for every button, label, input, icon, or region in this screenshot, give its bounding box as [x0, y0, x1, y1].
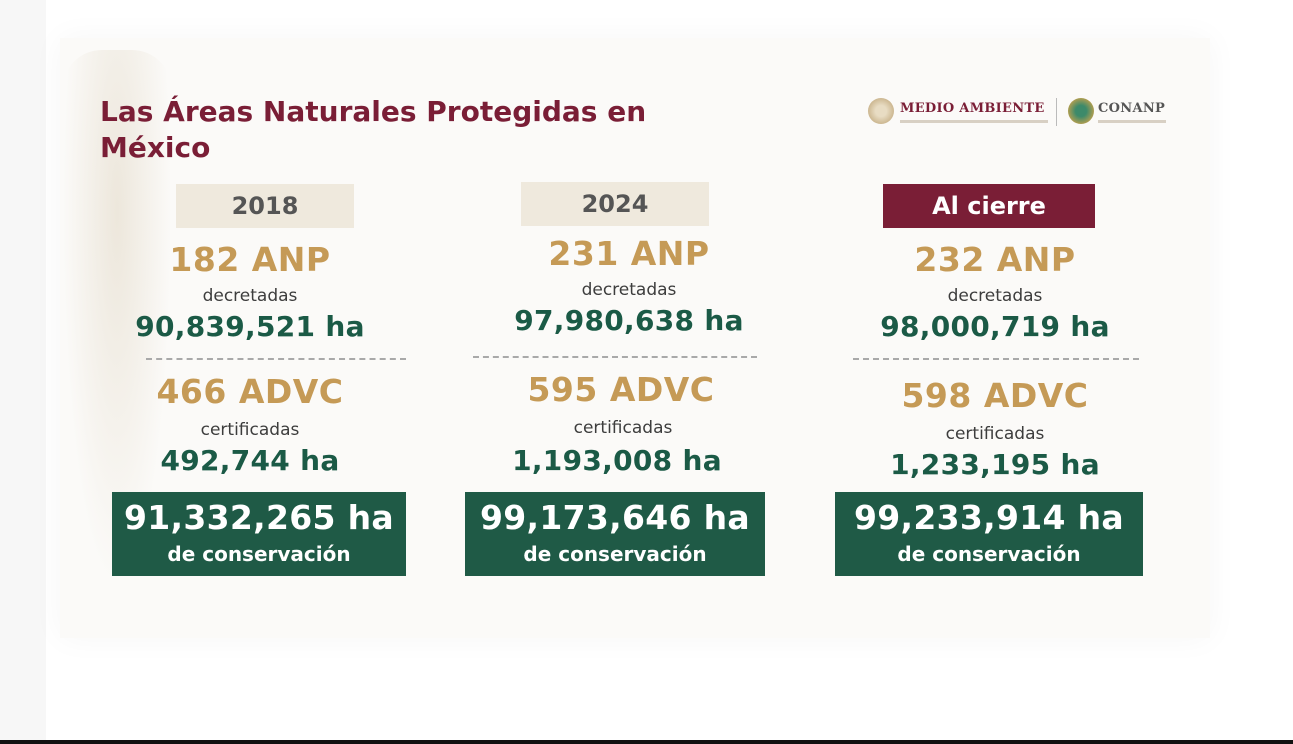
total-box: 99,173,646 ha de conservación [465, 492, 765, 576]
anp-label: decretadas [202, 286, 298, 306]
anp-count: 232 ANP [914, 240, 1076, 279]
period-tag: 2018 [176, 184, 354, 228]
anp-label: decretadas [581, 280, 677, 300]
anp-count: 231 ANP [548, 234, 710, 273]
total-area: 99,173,646 ha [480, 498, 750, 537]
logo-subtitle-line [900, 120, 1048, 123]
divider [146, 358, 406, 360]
advc-area: 492,744 ha [160, 444, 340, 477]
total-label: de conservación [167, 542, 351, 566]
anp-area: 90,839,521 ha [135, 310, 365, 343]
total-label: de conservación [897, 542, 1081, 566]
total-box: 99,233,914 ha de conservación [835, 492, 1143, 576]
total-box: 91,332,265 ha de conservación [112, 492, 406, 576]
logo-subtitle-line [1098, 120, 1166, 123]
advc-count: 466 ADVC [156, 372, 344, 411]
medio-ambiente-logo: MEDIO AMBIENTE [900, 101, 1045, 116]
total-area: 91,332,265 ha [124, 498, 394, 537]
advc-area: 1,193,008 ha [512, 444, 722, 477]
anp-area: 97,980,638 ha [514, 304, 744, 337]
advc-count: 595 ADVC [527, 370, 715, 409]
anp-label: decretadas [947, 286, 1043, 306]
advc-label: certificadas [945, 424, 1045, 444]
advc-label: certificadas [573, 418, 673, 438]
total-label: de conservación [523, 542, 707, 566]
divider [853, 358, 1139, 360]
conanp-icon [1068, 98, 1094, 124]
logo-divider [1056, 98, 1057, 126]
anp-count: 182 ANP [169, 240, 331, 279]
advc-label: certificadas [200, 420, 300, 440]
bottom-bar [0, 740, 1293, 744]
period-tag: 2024 [521, 182, 709, 226]
anp-area: 98,000,719 ha [880, 310, 1110, 343]
period-tag: Al cierre [883, 184, 1095, 228]
logos-header: MEDIO AMBIENTE CONANP [868, 96, 1178, 130]
conanp-logo: CONANP [1098, 101, 1166, 116]
advc-area: 1,233,195 ha [890, 448, 1100, 481]
slide-title: Las Áreas Naturales Protegidas en México [100, 95, 647, 164]
advc-count: 598 ADVC [901, 376, 1089, 415]
total-area: 99,233,914 ha [854, 498, 1124, 537]
divider [473, 356, 757, 358]
seal-icon [868, 98, 894, 124]
left-strip [0, 0, 46, 740]
